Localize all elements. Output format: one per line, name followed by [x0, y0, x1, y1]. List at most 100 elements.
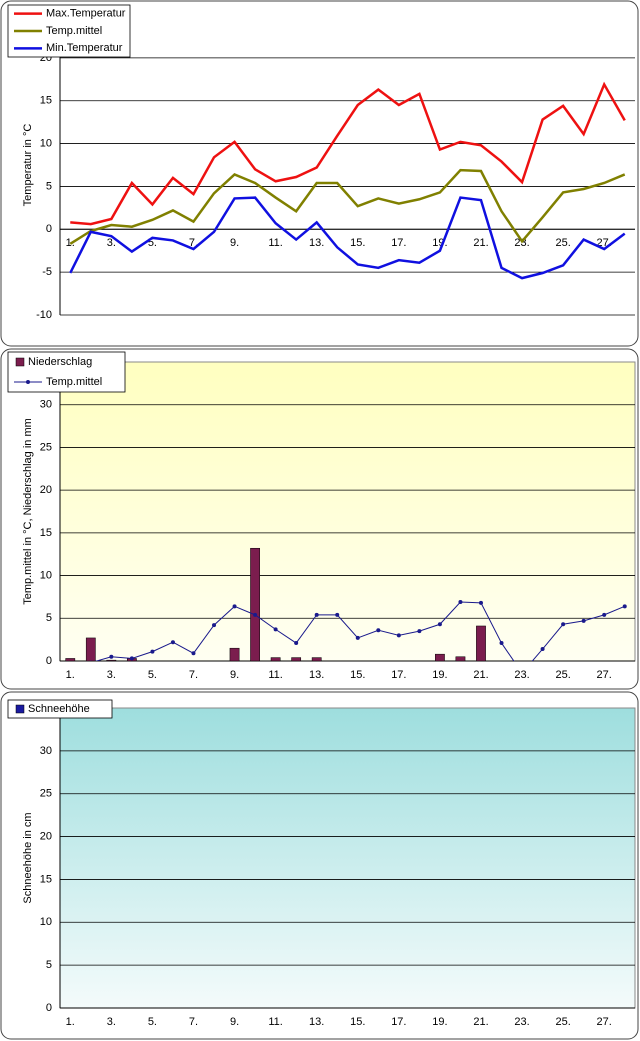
- point: [437, 622, 442, 627]
- y-axis-title: Temp.mittel in °C, Niederschlag in mm: [22, 418, 34, 605]
- y-tick-label: 10: [40, 569, 52, 581]
- x-tick-label: 13.: [309, 1016, 324, 1028]
- x-tick-label: 23.: [514, 669, 529, 681]
- line: [69, 196, 626, 280]
- point: [294, 641, 299, 646]
- x-tick-label: 23.: [514, 1016, 529, 1028]
- x-tick-label: 5.: [148, 237, 157, 249]
- y-tick-label: 5: [46, 959, 52, 971]
- legend-point: [26, 380, 30, 384]
- y-tick-label: 30: [40, 745, 52, 757]
- point: [581, 618, 586, 623]
- point: [561, 622, 566, 627]
- y-tick-label: 25: [40, 441, 52, 453]
- point: [335, 612, 340, 617]
- y-tick-label: -10: [36, 309, 52, 321]
- legend-label: Min.Temperatur: [46, 42, 123, 54]
- x-tick-label: 25.: [555, 669, 570, 681]
- point: [499, 641, 504, 646]
- point: [129, 656, 134, 661]
- point: [89, 660, 92, 661]
- legend: [7, 351, 126, 393]
- x-tick-label: 27.: [597, 1016, 612, 1028]
- y-tick-label: 10: [40, 137, 52, 149]
- legend-label: Niederschlag: [28, 356, 92, 368]
- point: [273, 627, 278, 632]
- x-tick-label: 11.: [268, 669, 282, 681]
- line: [69, 168, 626, 245]
- x-tick-label: 21.: [473, 669, 488, 681]
- x-tick-label: 27.: [597, 669, 612, 681]
- x-tick-label: 7.: [189, 669, 198, 681]
- point: [109, 654, 114, 659]
- plot-area: [59, 707, 636, 1009]
- legend-label: Temp.mittel: [46, 376, 102, 388]
- bar: [435, 653, 445, 661]
- y-tick-label: 0: [46, 1002, 52, 1014]
- x-tick-label: 7.: [189, 237, 198, 249]
- legend-label: Temp.mittel: [46, 25, 102, 37]
- y-tick-label: 15: [40, 95, 52, 107]
- point: [150, 649, 155, 654]
- x-tick-label: 1.: [66, 1016, 75, 1028]
- y-axis-title: Schneehöhe in cm: [22, 812, 34, 903]
- line: [70, 81, 626, 226]
- legend-swatch: [15, 704, 25, 714]
- x-tick-label: 3.: [107, 669, 116, 681]
- bar: [85, 637, 96, 661]
- x-tick-label: 17.: [391, 669, 406, 681]
- bar: [65, 658, 76, 661]
- bar: [476, 625, 486, 661]
- point: [458, 600, 463, 605]
- legend-label: Max.Temperatur: [46, 8, 126, 20]
- y-tick-label: 10: [40, 916, 52, 928]
- x-tick-label: 9.: [230, 237, 239, 249]
- y-tick-label: 25: [40, 788, 52, 800]
- x-tick-label: 19.: [432, 1016, 447, 1028]
- legend: [7, 699, 113, 719]
- x-tick-label: 13.: [309, 237, 324, 249]
- x-tick-label: 5.: [148, 669, 157, 681]
- x-tick-label: 1.: [66, 669, 75, 681]
- point: [622, 604, 627, 609]
- x-tick-label: 21.: [473, 1016, 488, 1028]
- y-tick-label: 0: [46, 655, 52, 667]
- y-tick-label: 20: [40, 830, 52, 842]
- marks: [69, 81, 626, 280]
- point: [314, 612, 319, 617]
- y-tick-label: 5: [46, 180, 52, 192]
- x-tick-label: 15.: [350, 237, 365, 249]
- y-axis-title: Temperatur in °C: [22, 124, 34, 207]
- x-tick-label: 11.: [268, 237, 282, 249]
- bar: [250, 547, 260, 661]
- point: [602, 612, 607, 617]
- point: [478, 600, 483, 605]
- y-tick-label: 15: [40, 527, 52, 539]
- x-tick-label: 21.: [473, 237, 488, 249]
- legend-label: Schneehöhe: [28, 703, 90, 715]
- point: [191, 651, 196, 656]
- point: [540, 647, 545, 652]
- x-tick-label: 11.: [268, 1016, 282, 1028]
- y-tick-label: 0: [46, 223, 52, 235]
- point: [355, 635, 360, 640]
- x-tick-label: 15.: [350, 1016, 365, 1028]
- bar: [106, 659, 117, 661]
- x-tick-label: 7.: [189, 1016, 198, 1028]
- plot-area: [60, 15, 635, 315]
- point: [170, 640, 175, 645]
- y-tick-label: 5: [46, 612, 52, 624]
- legend-swatch: [15, 357, 25, 367]
- x-tick-label: 3.: [107, 1016, 116, 1028]
- x-tick-label: 19.: [432, 669, 447, 681]
- point: [232, 604, 237, 609]
- marks: [65, 547, 627, 661]
- x-tick-label: 9.: [230, 669, 239, 681]
- bar: [270, 657, 281, 661]
- x-tick-label: 3.: [107, 237, 116, 249]
- bar: [229, 647, 240, 661]
- point: [396, 633, 401, 638]
- y-tick-label: 15: [40, 873, 52, 885]
- point: [376, 628, 381, 633]
